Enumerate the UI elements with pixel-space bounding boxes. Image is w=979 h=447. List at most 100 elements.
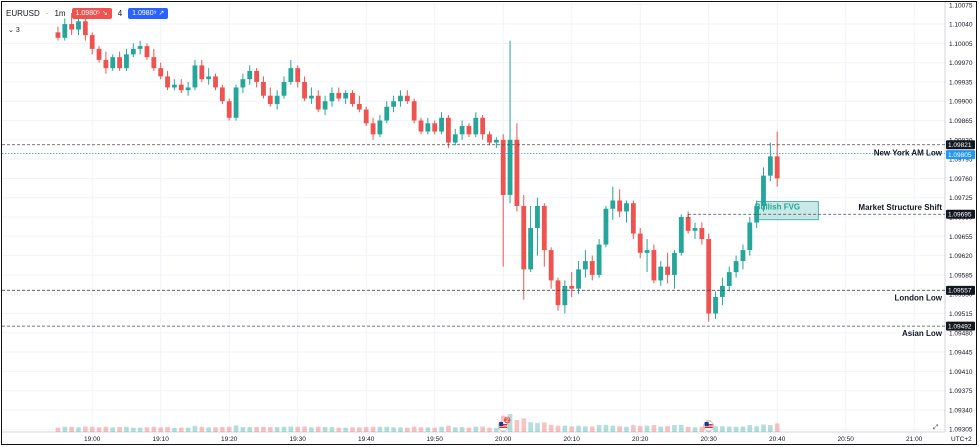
candle-body: [528, 228, 533, 270]
volume-bar: [548, 424, 554, 432]
candle-body: [473, 117, 479, 135]
candle-body: [706, 239, 712, 314]
candle-body: [699, 228, 705, 240]
candle-body: [384, 106, 390, 121]
event-badge: [503, 416, 511, 424]
volume-bar: [425, 427, 431, 432]
volume-bar: [507, 414, 513, 432]
timeframe-label[interactable]: 1m: [54, 8, 66, 18]
candle-body: [713, 296, 718, 314]
candle-body: [576, 269, 581, 289]
candle-body: [329, 92, 335, 102]
candle-body: [172, 84, 177, 88]
volume-bar: [542, 422, 547, 432]
event-badge-count: 2: [505, 417, 509, 424]
candle-body: [82, 21, 88, 36]
volume-bar: [610, 425, 616, 432]
candle-body: [603, 208, 609, 245]
symbol-name[interactable]: EURUSD: [6, 8, 40, 18]
candle-body: [89, 35, 95, 49]
y-tick-label: 1.09795: [949, 157, 973, 164]
buy-button[interactable]: 1.0980⁹ ↗: [128, 7, 169, 19]
y-tick-label: 1.09305: [949, 427, 973, 434]
y-tick-label: 1.10075: [949, 2, 973, 9]
candle-body: [267, 95, 273, 104]
candle-body: [630, 203, 636, 234]
volume-bar: [637, 425, 643, 432]
volume-bar: [302, 426, 307, 432]
x-tick-label: 19:40: [358, 436, 375, 443]
candle-body: [233, 87, 239, 118]
candle-body: [624, 203, 629, 212]
volume-bar: [576, 425, 581, 432]
x-tick-label: 19:10: [153, 436, 170, 443]
volume-bar: [747, 425, 753, 432]
buy-price: 1.0980⁹: [132, 9, 157, 17]
volume-bar: [569, 426, 574, 432]
candle-body: [535, 205, 540, 229]
candle-body: [336, 92, 342, 99]
candle-body: [76, 21, 81, 30]
volume-bar: [226, 426, 232, 432]
candle-body: [740, 250, 746, 262]
volume-bar: [761, 424, 766, 432]
candle-body: [117, 57, 122, 69]
price-tag-label: 1.09557: [948, 288, 972, 295]
candle-body: [754, 205, 760, 223]
volume-bar: [309, 427, 314, 432]
candle-body: [555, 280, 561, 306]
candle-body: [425, 123, 431, 132]
volume-bar: [315, 426, 321, 432]
volume-bar: [651, 425, 657, 432]
volume-bar: [144, 427, 150, 432]
sell-button[interactable]: 1.0980⁵ ↘: [71, 7, 112, 19]
volume-bar: [261, 426, 266, 432]
candle-body: [733, 261, 739, 273]
candle-body: [356, 103, 362, 110]
volume-bar: [62, 426, 68, 432]
candle-body: [199, 65, 205, 80]
y-tick-label: 1.09865: [949, 118, 973, 125]
volume-bar: [343, 427, 348, 432]
volume-bar: [185, 427, 191, 432]
volume-bar: [699, 426, 705, 432]
level-name: London Low: [894, 293, 942, 302]
candle-body: [343, 92, 349, 99]
x-tick-label: 20:00: [495, 436, 512, 443]
candle-body: [254, 70, 259, 82]
candle-body: [692, 228, 698, 231]
volume-bar: [151, 426, 157, 432]
volume-bar: [452, 427, 458, 432]
candle-body: [452, 134, 458, 143]
indicator-toggle[interactable]: ⌄ 3: [8, 26, 20, 34]
volume-bar: [336, 427, 342, 432]
candle-body: [165, 76, 170, 88]
candle-body: [432, 123, 438, 132]
volume-bar: [192, 425, 198, 432]
volume-bar: [658, 426, 664, 432]
candle-body: [219, 87, 225, 102]
candle-body: [747, 222, 753, 251]
volume-bar: [76, 427, 81, 432]
candle-body: [377, 120, 383, 135]
candle-body: [774, 156, 780, 179]
candle-body: [398, 95, 403, 102]
indicator-count: 3: [15, 27, 20, 34]
candle-body: [281, 81, 287, 96]
volume-bar: [535, 423, 540, 432]
volume-bar: [459, 427, 465, 432]
y-tick-label: 1.09760: [949, 176, 973, 183]
volume-bar: [480, 426, 485, 432]
volume-bar: [528, 422, 533, 432]
candle-body: [192, 65, 198, 88]
volume-bar: [405, 427, 410, 432]
candle-body: [480, 117, 486, 135]
candle-body: [514, 139, 520, 206]
fullscreen-icon[interactable]: ⤢: [933, 424, 939, 431]
candle-body: [507, 139, 513, 195]
spread-value: 4: [117, 8, 123, 18]
y-tick-label: 1.09480: [949, 330, 973, 337]
volume-bar: [199, 426, 205, 432]
